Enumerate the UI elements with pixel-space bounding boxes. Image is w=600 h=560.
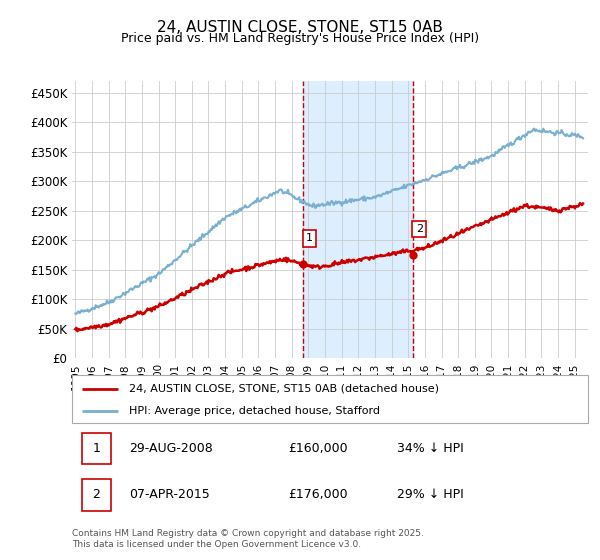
Text: Price paid vs. HM Land Registry's House Price Index (HPI): Price paid vs. HM Land Registry's House … — [121, 32, 479, 45]
Text: HPI: Average price, detached house, Stafford: HPI: Average price, detached house, Staf… — [129, 406, 380, 416]
Text: £176,000: £176,000 — [289, 488, 349, 501]
Text: 29-AUG-2008: 29-AUG-2008 — [129, 442, 212, 455]
Text: 24, AUSTIN CLOSE, STONE, ST15 0AB (detached house): 24, AUSTIN CLOSE, STONE, ST15 0AB (detac… — [129, 384, 439, 394]
Text: 2: 2 — [92, 488, 100, 501]
Text: 29% ↓ HPI: 29% ↓ HPI — [397, 488, 464, 501]
Text: 1: 1 — [92, 442, 100, 455]
Text: Contains HM Land Registry data © Crown copyright and database right 2025.
This d: Contains HM Land Registry data © Crown c… — [72, 529, 424, 549]
FancyBboxPatch shape — [82, 433, 110, 464]
Text: 24, AUSTIN CLOSE, STONE, ST15 0AB: 24, AUSTIN CLOSE, STONE, ST15 0AB — [157, 20, 443, 35]
Text: 1: 1 — [306, 234, 313, 244]
Text: 07-APR-2015: 07-APR-2015 — [129, 488, 209, 501]
Text: 2: 2 — [416, 224, 423, 234]
Bar — [303, 81, 413, 358]
FancyBboxPatch shape — [72, 375, 588, 423]
Text: 34% ↓ HPI: 34% ↓ HPI — [397, 442, 464, 455]
Text: £160,000: £160,000 — [289, 442, 349, 455]
FancyBboxPatch shape — [82, 479, 110, 511]
